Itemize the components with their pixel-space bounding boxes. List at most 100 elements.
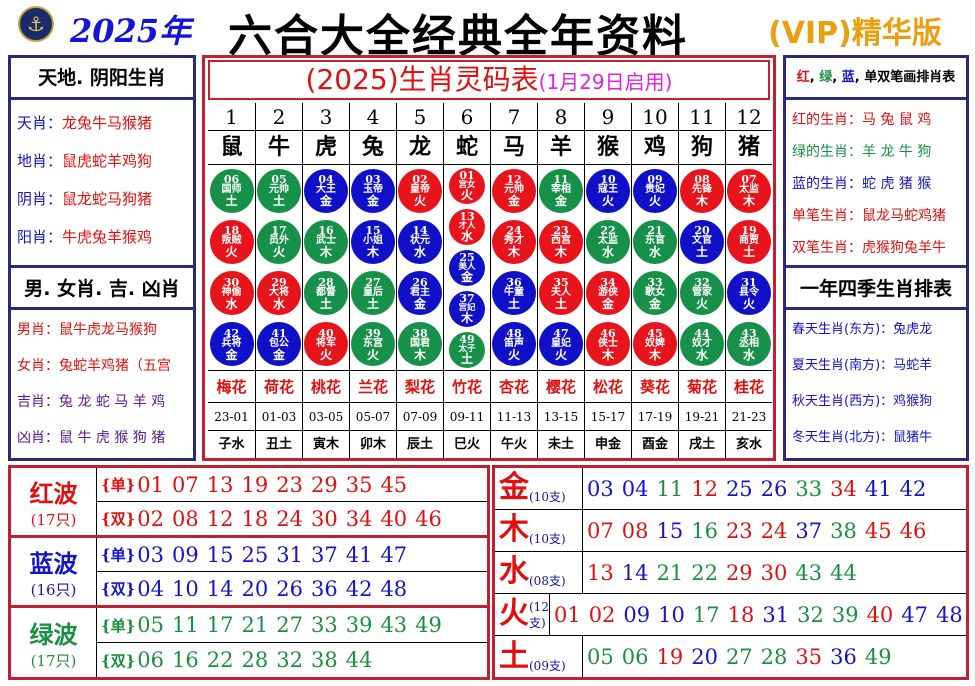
ball-stack: 02 皇帝火 14 状元水 26 君主金 38 国君木 — [397, 165, 443, 371]
element-label: 水 (08支) — [495, 552, 583, 593]
parity-tag: {单} — [101, 616, 136, 635]
color-stroke-list: 红的生肖：马 兔 鼠 鸡绿的生肖：羊 龙 牛 狗蓝的生肖：蛇 虎 猪 猴单笔生肖… — [786, 104, 966, 268]
number-ball: 07 太监木 — [727, 168, 771, 213]
number-ball: 37 宫妃木 — [449, 290, 485, 327]
element-number: 19 — [656, 645, 684, 669]
heaven-earth-list: 天肖：龙兔牛马猴猪 地肖：鼠虎蛇羊鸡狗 阴肖：鼠龙蛇马狗猪 阳肖：牛虎兔羊猴鸡 — [11, 104, 193, 268]
parity-tag: {单} — [101, 476, 136, 494]
number-ball: 15 小姐木 — [351, 219, 395, 264]
element-number: 29 — [725, 560, 753, 585]
wave-row-odd: {单} 03 09 15 25 31 37 41 47 — [97, 538, 487, 572]
earthly-branch: 戌土 — [688, 437, 715, 452]
element-number: 30 — [760, 560, 788, 585]
time-range: 01-03 — [256, 403, 302, 431]
wave-number: 30 — [310, 506, 338, 531]
item-key: 天肖： — [17, 114, 63, 132]
item-key: 夏天生肖(南方)： — [792, 358, 894, 373]
time-range: 19-21 — [679, 403, 725, 431]
ball-title: 大将 — [269, 286, 289, 298]
wave-number: 21 — [241, 613, 269, 637]
element-count: (10支) — [529, 532, 566, 546]
time-range: 07-09 — [397, 403, 443, 431]
ball-element: 金 — [601, 296, 614, 311]
wave-number: 26 — [276, 576, 303, 601]
wave-number: 41 — [345, 542, 373, 567]
item-value: 蛇 虎 猪 猴 — [862, 176, 932, 192]
ball-element: 木 — [695, 194, 708, 209]
element-number: 25 — [725, 476, 753, 501]
number-ball: 30 神偷水 — [209, 271, 254, 316]
ball-number: 03 — [365, 173, 381, 187]
ball-stack: 11 宰相金 23 西宫木 35 夫人土 47 皇妃火 — [538, 165, 584, 371]
number-ball: 01 宫女火 — [449, 167, 485, 204]
element-count: (12支) — [529, 600, 549, 630]
number-ball: 36 牛童土 — [492, 271, 536, 316]
ball-title: 歌女 — [645, 286, 665, 298]
ball-element: 火 — [507, 347, 520, 362]
wave-number: 17 — [206, 613, 234, 637]
element-number: 20 — [691, 645, 718, 669]
ball-title: 丞相 — [739, 337, 759, 349]
flower-name: 竹花 — [444, 371, 490, 403]
wave-section: 绿波 (17只) {单} 05 11 17 21 27 33 39 43 49 {双} 06 16 22 28 3… — [11, 608, 487, 677]
table-title: (2025)生肖灵码表(1月29日启用) — [208, 60, 770, 100]
ball-number: 26 — [412, 275, 428, 289]
ball-title: 都督 — [316, 286, 336, 298]
element-number: 38 — [830, 518, 857, 543]
ball-number: 35 — [553, 275, 569, 289]
ball-number: 43 — [741, 326, 757, 340]
list-item: 蓝的生肖：蛇 虎 猪 猴 — [792, 168, 966, 200]
wave-label: 绿波 (17只) — [11, 608, 97, 677]
wave-row-even: {双} 06 16 22 28 32 38 44 — [97, 643, 487, 677]
earthly-branch: 巳火 — [453, 437, 480, 452]
wave-number: 31 — [276, 542, 303, 567]
zodiac-column: 11 狗 08 先锋木 20 文官土 32 管家火 44 奴才水菊花 19-21 戌土 — [678, 103, 725, 459]
wave-number: 03 — [137, 542, 165, 567]
wave-number: 16 — [172, 648, 199, 672]
zodiac-column: 6 蛇 01 宫女火 13 才人水 25 美人金 37 宫妃木 49 太子土竹花 09-11 巳火 — [443, 103, 490, 459]
ball-number: 06 — [223, 173, 240, 187]
ball-number: 16 — [318, 224, 334, 238]
list-item: 春天生肖(东方)：兔虎龙 — [792, 312, 966, 348]
wave-name: 红波 — [29, 479, 78, 508]
number-ball: 18 叛贼火 — [209, 219, 254, 264]
ball-element: 火 — [366, 347, 379, 362]
ball-number: 47 — [553, 326, 569, 340]
ball-element: 木 — [413, 347, 426, 362]
element-number: 11 — [656, 476, 684, 501]
element-number: 36 — [830, 645, 857, 669]
parity-tag: {双} — [101, 510, 136, 528]
heaven-earth-title: 天地. 阴阳生肖 — [11, 58, 193, 100]
time-range: 13-15 — [538, 403, 584, 431]
ball-title: 神偷 — [221, 286, 242, 298]
ball-title: 国君 — [410, 337, 430, 349]
ball-element: 金 — [366, 194, 379, 209]
wave-number: 12 — [206, 506, 234, 531]
element-numbers: 03 04 11 12 25 26 33 34 41 42 — [583, 468, 966, 509]
red-label: 红 — [796, 70, 810, 85]
year-label: 2025年 — [70, 12, 192, 50]
zodiac-column: 10 鸡 09 贵妃火 21 东官水 33 歌女金 45 奴婢木葵花 17-19 酉金 — [631, 103, 678, 459]
ball-element: 水 — [695, 347, 708, 362]
zodiac-name: 龙 — [397, 131, 443, 165]
color-stroke-title-rest: 单双笔画排肖表 — [864, 70, 956, 85]
ball-stack: 03 玉帝金 15 小姐木 27 皇后土 39 东宫火 — [350, 165, 396, 371]
time-range: 17-19 — [632, 403, 678, 431]
ball-number: 10 — [600, 173, 616, 187]
wave-number: 42 — [345, 576, 373, 601]
number-ball: 38 国君木 — [398, 322, 442, 367]
ball-number: 42 — [223, 326, 240, 340]
wave-number: 38 — [310, 648, 338, 672]
element-number: 09 — [623, 602, 651, 627]
ball-number: 13 — [459, 209, 475, 223]
wave-number: 49 — [415, 613, 442, 637]
list-item: 地肖：鼠虎蛇羊鸡狗 — [17, 142, 193, 180]
ball-title: 皇妃 — [551, 337, 571, 349]
list-item: 单笔生肖：鼠龙马蛇鸡猪 — [792, 200, 966, 232]
zodiac-column: 12 猪 07 太监木 19 商贾土 31 县令火 43 丞相水桂花 21-23 亥水 — [725, 103, 772, 459]
zodiac-name: 马 — [491, 131, 537, 165]
ball-element: 土 — [554, 296, 567, 311]
item-key: 蓝的生肖： — [792, 176, 862, 192]
ball-title: 太监 — [598, 235, 618, 247]
element-number: 01 — [553, 602, 581, 627]
